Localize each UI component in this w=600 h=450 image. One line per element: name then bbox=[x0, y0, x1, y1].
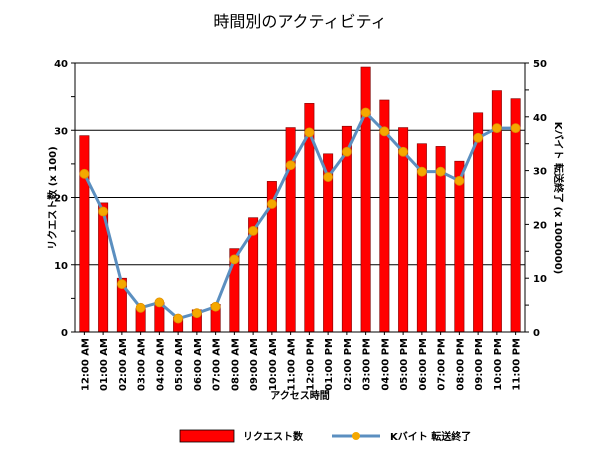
left-axis-tick-label: 30 bbox=[54, 126, 68, 137]
x-axis-tick-label: 04:00 PM bbox=[380, 338, 391, 391]
kbytes-point bbox=[135, 302, 146, 313]
x-axis-tick-label: 09:00 AM bbox=[249, 338, 260, 391]
chart-title: 時間別のアクティビティ bbox=[213, 12, 386, 31]
y-axis-right-title: Kバイト 転送終了 (x 1000000) bbox=[552, 122, 565, 275]
left-axis-tick-label: 40 bbox=[54, 59, 68, 70]
x-axis-tick-label: 03:00 PM bbox=[362, 338, 373, 391]
x-axis-tick-label: 07:00 PM bbox=[437, 338, 448, 391]
left-axis-tick-label: 0 bbox=[61, 328, 68, 339]
legend-label-requests: リクエスト数 bbox=[243, 430, 304, 443]
kbytes-point bbox=[285, 160, 296, 171]
kbytes-point bbox=[266, 199, 277, 209]
right-axis-tick-label: 20 bbox=[533, 220, 547, 231]
y-axis-left-title: リクエスト数 (x 100) bbox=[46, 146, 59, 249]
line-layer bbox=[79, 107, 521, 324]
legend: リクエスト数 Kバイト 転送終了 bbox=[179, 429, 471, 443]
request-bar bbox=[454, 160, 465, 333]
x-axis-tick-label: 08:00 AM bbox=[230, 338, 241, 391]
kbytes-point bbox=[79, 168, 90, 179]
x-axis-tick-label: 05:00 PM bbox=[399, 338, 410, 391]
x-axis-tick-label: 12:00 AM bbox=[80, 338, 91, 391]
right-axis-tick-label: 30 bbox=[533, 167, 547, 178]
request-bar bbox=[510, 98, 521, 333]
kbytes-point bbox=[248, 225, 259, 236]
kbytes-line bbox=[83, 109, 516, 321]
x-axis-tick-label: 04:00 AM bbox=[155, 338, 166, 391]
kbytes-point bbox=[416, 166, 427, 177]
x-axis-tick-label: 08:00 PM bbox=[455, 338, 466, 391]
kbytes-point bbox=[229, 254, 240, 265]
x-axis-tick-label: 11:00 AM bbox=[287, 338, 298, 391]
request-bar bbox=[79, 135, 90, 333]
x-axis-tick-label: 02:00 PM bbox=[343, 338, 354, 391]
x-axis-tick-label: 07:00 AM bbox=[212, 338, 223, 391]
kbytes-point bbox=[210, 301, 221, 312]
left-axis-tick-label: 10 bbox=[54, 261, 68, 272]
x-axis-tick-label: 10:00 AM bbox=[268, 338, 279, 391]
tick-layer: 0 10 20 30 40 0 10 20 30 40 50 12:00 AM 01:00 AM 02:0… bbox=[54, 59, 547, 391]
kbytes-point bbox=[173, 313, 184, 324]
x-axis-tick-label: 12:00 PM bbox=[305, 338, 316, 391]
legend-label-kbytes: Kバイト 転送終了 bbox=[390, 430, 471, 443]
kbytes-point bbox=[191, 308, 202, 319]
x-axis-tick-label: 10:00 PM bbox=[493, 338, 504, 391]
x-axis-title: アクセス時間 bbox=[270, 389, 330, 402]
kbytes-point bbox=[304, 127, 315, 138]
request-bar bbox=[360, 66, 371, 333]
right-axis-tick-label: 10 bbox=[533, 274, 547, 285]
request-bar bbox=[398, 127, 409, 333]
kbytes-point bbox=[116, 279, 127, 290]
kbytes-point bbox=[154, 297, 165, 308]
right-axis-tick-label: 40 bbox=[533, 113, 547, 124]
grid-layer bbox=[75, 129, 525, 266]
kbytes-point bbox=[435, 166, 446, 177]
kbytes-point bbox=[360, 107, 371, 118]
right-axis-tick-label: 0 bbox=[533, 328, 540, 339]
axis-layer bbox=[71, 62, 529, 335]
x-axis-tick-label: 01:00 PM bbox=[324, 338, 335, 391]
kbytes-point bbox=[98, 206, 109, 217]
x-axis-tick-label: 09:00 PM bbox=[474, 338, 485, 391]
x-axis-tick-label: 05:00 AM bbox=[174, 338, 185, 391]
kbytes-point bbox=[341, 146, 352, 157]
bar-layer bbox=[79, 66, 521, 333]
x-axis-tick-label: 11:00 PM bbox=[512, 338, 523, 391]
x-axis-tick-label: 06:00 AM bbox=[193, 338, 204, 391]
kbytes-point bbox=[473, 132, 484, 143]
kbytes-point bbox=[379, 126, 390, 137]
kbytes-point bbox=[454, 175, 465, 186]
x-axis-tick-label: 03:00 AM bbox=[137, 338, 148, 391]
legend-swatch-requests bbox=[179, 429, 235, 443]
left-axis-tick-label: 20 bbox=[54, 194, 68, 205]
kbytes-point bbox=[491, 123, 502, 133]
x-axis-tick-label: 06:00 PM bbox=[418, 338, 429, 391]
kbytes-point bbox=[510, 123, 521, 133]
x-axis-tick-label: 01:00 AM bbox=[99, 338, 110, 391]
right-axis-tick-label: 50 bbox=[533, 59, 547, 70]
kbytes-point bbox=[323, 172, 334, 182]
legend-marker-kbytes bbox=[352, 432, 360, 440]
kbytes-point bbox=[398, 146, 409, 157]
x-axis-tick-label: 02:00 AM bbox=[118, 338, 129, 391]
